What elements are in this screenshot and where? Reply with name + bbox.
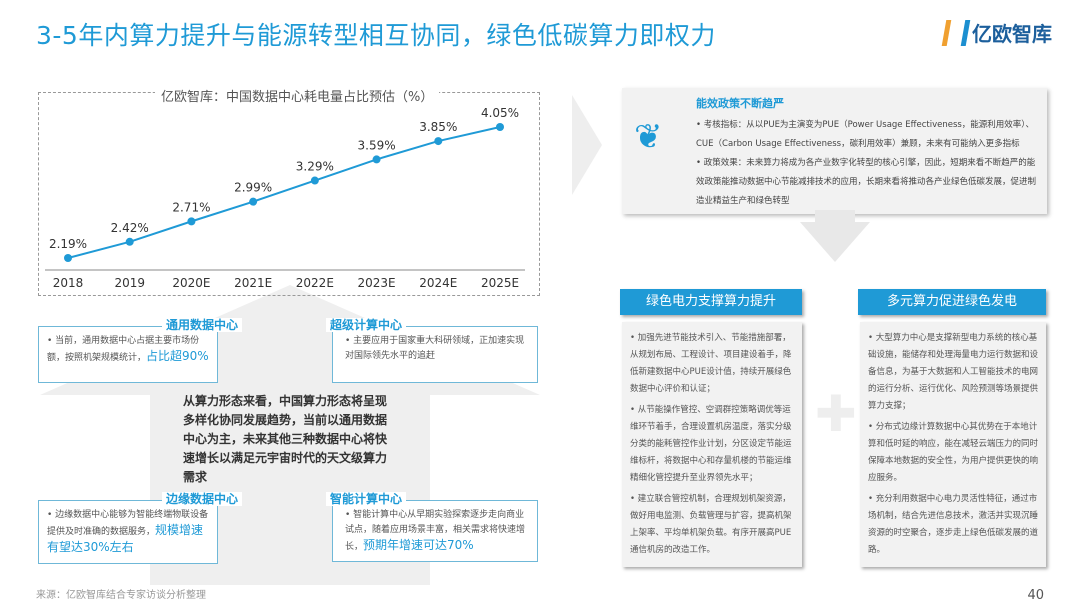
card-title: 通用数据中心	[162, 318, 243, 332]
logo-icon	[941, 19, 971, 46]
list-item: • 大型算力中心是支撑新型电力系统的核心基础设施，能储存和处理海量电力运行数据和…	[868, 333, 1039, 411]
x-tick-label: 2018	[53, 276, 84, 290]
data-label: 2.99%	[234, 181, 272, 195]
green-power-header: 绿色电力支撑算力提升	[620, 289, 802, 315]
policy-panel: ❦ 能效政策不断趋严 • 考核指标：从以PUE为主演变为PUE（Power Us…	[622, 88, 1047, 214]
down-arrow-stem	[815, 210, 855, 224]
data-label: 3.85%	[419, 120, 457, 134]
data-point	[249, 197, 258, 206]
data-label: 3.59%	[358, 138, 396, 152]
data-label: 2.71%	[172, 200, 210, 214]
source-note: 来源：亿欧智库结合专家访谈分析整理	[36, 590, 206, 601]
card-title: 超级计算中心	[326, 318, 407, 332]
center-text: 从算力形态来看，中国算力形态将呈现多样化协同发展趋势，当前以通用数据中心为主，未…	[183, 394, 388, 484]
card-text: • 智能计算中心从早期实验探索逐步走向商业试点，随着应用场景丰富，相关需求将快速…	[345, 510, 526, 552]
x-tick-label: 2020E	[172, 276, 210, 290]
right-arrow	[572, 95, 602, 195]
data-label: 2.42%	[111, 221, 149, 235]
card-title: 智能计算中心	[326, 492, 407, 506]
chart-title: 亿欧智库：中国数据中心耗电量占比预估（%）	[155, 86, 440, 105]
card-general: • 当前，通用数据中心占据主要市场份额，按照机架规模统计，占比超90%	[38, 326, 218, 383]
data-label: 2.19%	[49, 237, 87, 251]
list-item: • 建立联合管控机制，合理规划机架资源，做好用电监测、负载管理与扩容，提高机架上…	[630, 494, 792, 555]
list-item: • 分布式边缘计算数据中心其优势在于本地计算和低时延的响应，能在减轻云端压力的同…	[868, 422, 1039, 483]
data-point	[372, 155, 381, 164]
multi-compute-box: • 大型算力中心是支撑新型电力系统的核心基础设施，能储存和处理海量电力运行数据和…	[860, 322, 1046, 567]
page-title: 3-5年内算力提升与能源转型相互协同，绿色低碳算力即权力	[36, 21, 716, 50]
multi-compute-header: 多元算力促进绿色发电	[858, 289, 1046, 315]
policy-title: 能效政策不断趋严	[696, 97, 784, 110]
series-line	[67, 126, 501, 259]
list-item: • 从节能操作管控、空调群控策略调优等运维环节着手，合理设置机房温度，落实分级分…	[630, 405, 792, 483]
logo: 亿欧智库	[941, 18, 1052, 47]
policy-item: • 考核指标：从以PUE为主演变为PUE（Power Usage Effecti…	[696, 120, 1035, 149]
card-highlight: 预期年增速可达70%	[363, 538, 474, 552]
card-text: • 主要应用于国家重大科研领域，正加速实现对国际领先水平的追赶	[345, 336, 525, 361]
card-highlight: 规模增速有望达30%左右	[47, 523, 204, 554]
card-text: • 边缘数据中心能够为智能终端物联设备提供及时准确的数据服务，	[47, 510, 209, 537]
data-point	[310, 176, 319, 185]
card-super: • 主要应用于国家重大科研领域，正加速实现对国际领先水平的追赶	[332, 326, 538, 383]
card-title: 边缘数据中心	[162, 492, 243, 506]
plus-icon: ✚	[815, 385, 857, 443]
line-chart: 2.19% 2018 2.42% 2019 2.71% 2020E 2.99% 2021E 3.…	[45, 106, 525, 290]
data-point	[434, 137, 443, 146]
policy-item: • 政策效果：未来算力将成为各产业数字化转型的核心引擎，因此，短期来看不断趋严的…	[696, 158, 1037, 206]
card-edge: • 边缘数据中心能够为智能终端物联设备提供及时准确的数据服务，规模增速有望达30…	[38, 500, 218, 564]
leaf-icon: ❦	[634, 117, 663, 157]
down-arrow	[800, 222, 870, 262]
data-label: 4.05%	[481, 106, 519, 120]
x-tick-label: 2024E	[419, 276, 457, 290]
list-item: • 充分利用数据中心电力灵活性特征，通过市场机制，结合先进信息技术，激活并实现沉…	[868, 494, 1039, 555]
data-point	[64, 254, 72, 262]
data-label: 3.29%	[296, 160, 334, 174]
x-tick-label: 2021E	[234, 276, 272, 290]
list-item: • 加强先进节能技术引入、节能措施部署，从规划布局、工程设计、项目建设着手，降低…	[630, 333, 792, 394]
page-number: 40	[1027, 588, 1044, 603]
x-tick-label: 2023E	[358, 276, 396, 290]
card-ai: • 智能计算中心从早期实验探索逐步走向商业试点，随着应用场景丰富，相关需求将快速…	[332, 500, 538, 562]
x-tick-label: 2022E	[296, 276, 334, 290]
green-power-box: • 加强先进节能技术引入、节能措施部署，从规划布局、工程设计、项目建设着手，降低…	[622, 322, 802, 567]
card-highlight: 占比超90%	[146, 349, 209, 363]
data-point	[496, 123, 504, 131]
x-tick-label: 2025E	[481, 276, 519, 290]
data-point	[125, 237, 134, 246]
x-tick-label: 2019	[114, 276, 145, 290]
card-text: • 当前，通用数据中心占据主要市场份额，按照机架规模统计，	[47, 336, 200, 363]
logo-text: 亿欧智库	[972, 22, 1052, 46]
data-point	[187, 217, 196, 226]
